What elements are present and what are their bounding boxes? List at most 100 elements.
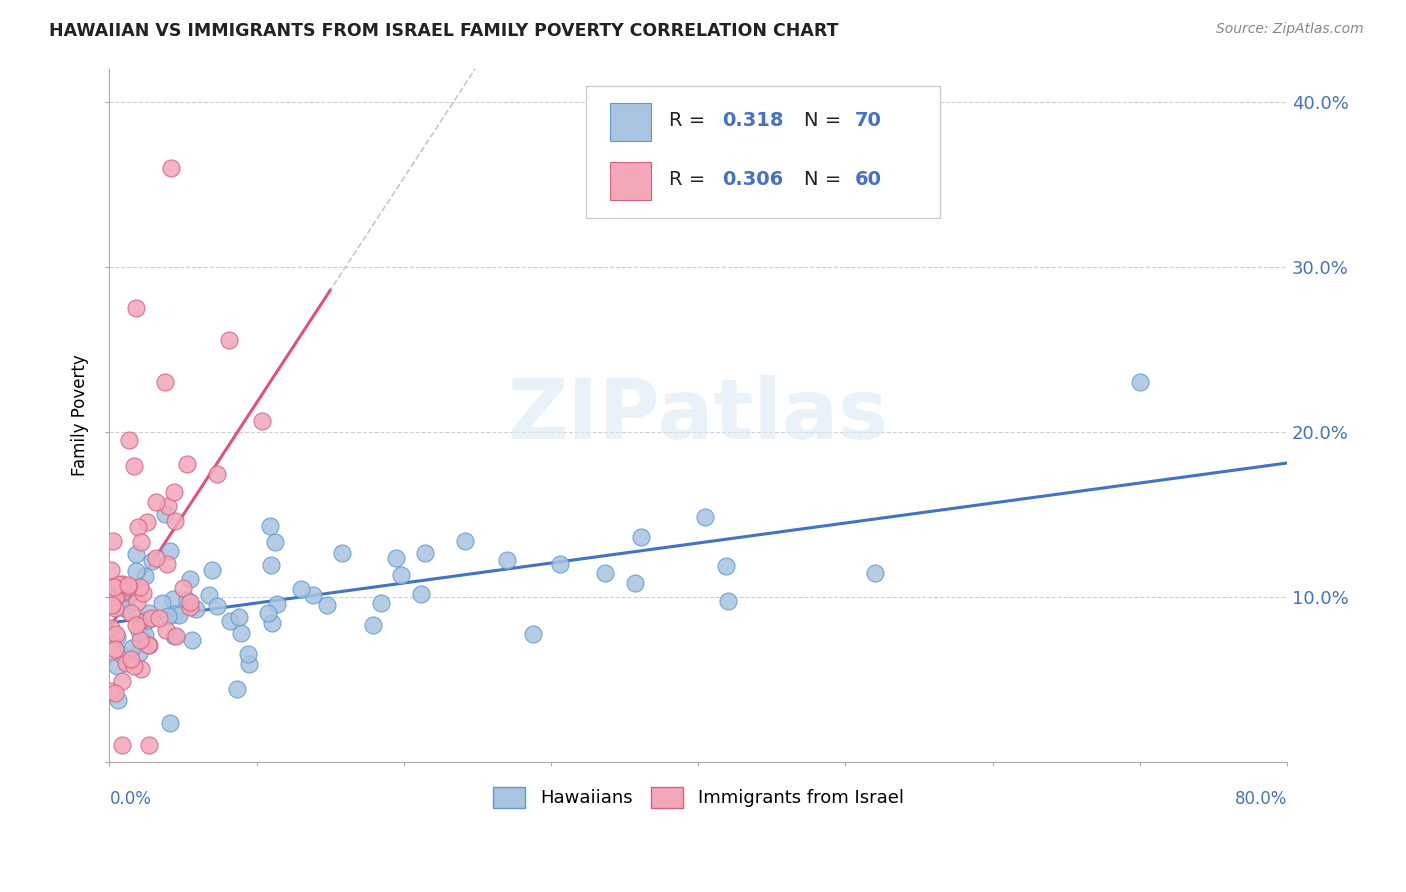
- Point: [124, 459, 146, 474]
- Point: [100, 563, 122, 577]
- Point: [263, 535, 285, 549]
- Point: [148, 610, 170, 624]
- Point: [236, 647, 259, 661]
- Point: [179, 572, 201, 586]
- Point: [384, 551, 406, 566]
- Point: [389, 568, 412, 582]
- Point: [1129, 375, 1152, 389]
- Point: [104, 591, 127, 606]
- Point: [145, 495, 167, 509]
- Point: [165, 629, 187, 643]
- Point: [167, 607, 190, 622]
- Point: [593, 566, 616, 580]
- Point: [863, 566, 886, 581]
- Point: [111, 577, 134, 591]
- Point: [103, 642, 125, 657]
- Text: 0.306: 0.306: [721, 170, 783, 189]
- Text: N =: N =: [804, 111, 848, 130]
- Point: [179, 595, 201, 609]
- Point: [125, 301, 148, 315]
- Text: R =: R =: [669, 170, 711, 189]
- Text: N =: N =: [804, 170, 848, 189]
- Text: 60: 60: [855, 170, 882, 189]
- Point: [186, 602, 208, 616]
- Point: [623, 576, 645, 591]
- Text: Source: ZipAtlas.com: Source: ZipAtlas.com: [1216, 22, 1364, 37]
- Point: [165, 607, 187, 621]
- Point: [107, 577, 129, 591]
- Point: [103, 580, 125, 594]
- Point: [153, 376, 176, 390]
- Point: [150, 596, 173, 610]
- Point: [162, 592, 184, 607]
- Point: [141, 554, 163, 568]
- Point: [198, 588, 221, 602]
- Point: [114, 656, 136, 670]
- Point: [218, 333, 240, 347]
- Point: [145, 550, 167, 565]
- Point: [159, 715, 181, 730]
- Text: ZIPatlas: ZIPatlas: [508, 375, 889, 456]
- Point: [172, 581, 194, 595]
- Point: [496, 553, 519, 567]
- Point: [125, 547, 148, 561]
- Point: [717, 594, 740, 608]
- Point: [112, 580, 135, 594]
- Point: [413, 545, 436, 559]
- Point: [155, 557, 177, 571]
- Point: [522, 627, 544, 641]
- Point: [134, 569, 156, 583]
- Point: [229, 626, 252, 640]
- Point: [179, 599, 201, 614]
- Point: [128, 646, 150, 660]
- Point: [105, 659, 128, 673]
- Point: [201, 563, 224, 577]
- Point: [129, 534, 152, 549]
- Point: [127, 595, 149, 609]
- Point: [181, 633, 204, 648]
- Point: [205, 599, 228, 613]
- Point: [330, 546, 353, 560]
- Point: [129, 662, 152, 676]
- Point: [120, 607, 142, 621]
- Point: [105, 586, 128, 600]
- FancyBboxPatch shape: [586, 86, 939, 218]
- Point: [370, 596, 392, 610]
- Point: [122, 658, 145, 673]
- Point: [135, 515, 157, 529]
- Point: [125, 617, 148, 632]
- Point: [136, 639, 159, 653]
- Point: [117, 578, 139, 592]
- Point: [101, 590, 124, 604]
- Point: [252, 414, 274, 428]
- Point: [132, 586, 155, 600]
- Point: [104, 601, 127, 615]
- Text: 70: 70: [855, 111, 882, 130]
- Point: [101, 534, 124, 549]
- Bar: [610, 162, 651, 200]
- Point: [160, 161, 183, 175]
- Point: [121, 640, 143, 655]
- Point: [411, 587, 433, 601]
- Point: [131, 632, 153, 647]
- Point: [155, 623, 177, 637]
- Text: 0.318: 0.318: [721, 111, 783, 130]
- Point: [290, 582, 312, 597]
- Point: [107, 692, 129, 706]
- Point: [117, 591, 139, 606]
- Point: [111, 585, 134, 599]
- Point: [716, 559, 738, 574]
- Point: [453, 534, 475, 549]
- Point: [111, 739, 134, 753]
- Point: [302, 588, 325, 602]
- Point: [138, 607, 160, 621]
- Point: [155, 507, 177, 521]
- Point: [159, 544, 181, 558]
- Point: [104, 627, 127, 641]
- Text: 80.0%: 80.0%: [1234, 789, 1286, 807]
- Point: [157, 499, 180, 513]
- Point: [108, 599, 131, 614]
- Point: [101, 643, 124, 657]
- Y-axis label: Family Poverty: Family Poverty: [72, 354, 89, 476]
- Point: [111, 674, 134, 689]
